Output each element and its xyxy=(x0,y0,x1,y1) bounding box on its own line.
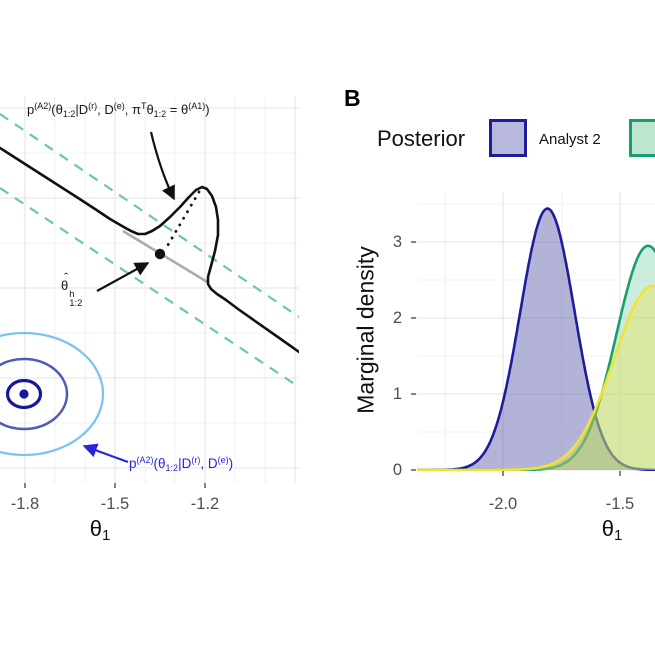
arrow-to-conditional-density xyxy=(149,131,175,201)
hat-superscript: h xyxy=(69,289,75,300)
panel-a-x-tick-label-1: -1.8 xyxy=(10,495,40,513)
panel-a-posterior-label: p(A2)(θ1:2|D(r), D(e)) xyxy=(129,455,234,473)
hat-subscript: 1:2 xyxy=(69,297,83,309)
hat-accent: ˆ xyxy=(64,270,69,285)
posterior-contour-ring xyxy=(0,357,69,431)
posterior-contour-ring xyxy=(5,378,43,410)
legend-title: Posterior xyxy=(377,126,466,151)
arrow-to-posterior-contours xyxy=(82,443,129,464)
panel-b-y-tick-1: 1 xyxy=(392,385,402,403)
panel-b-y-axis-title: Marginal density xyxy=(352,246,379,414)
legend-label-analyst-2: Analyst 2 xyxy=(539,131,601,148)
panel-a-x-tick-label-2: -1.5 xyxy=(100,495,130,513)
hat-estimate-point xyxy=(154,248,166,260)
posterior-contour-ring xyxy=(0,331,105,457)
panel-a-hat-estimate-label: ˆ θ h 1:2 xyxy=(61,270,83,309)
density-fill-yellow-series xyxy=(417,286,655,470)
panel-b-y-tick-3: 3 xyxy=(392,233,402,251)
density-fill-Analyst 2 xyxy=(417,208,655,470)
panel-a-x-axis-title: θ1 xyxy=(89,516,111,544)
legend-swatch-second xyxy=(629,119,655,157)
panel-b-plot-area xyxy=(417,192,655,471)
panel-b-x-tick-label-1: -2.0 xyxy=(488,495,518,513)
arrow-to-hat-point xyxy=(96,262,150,292)
panel-b-y-tick-0: 0 xyxy=(392,461,402,479)
panel-a-x-tick-label-3: -1.2 xyxy=(190,495,220,513)
panel-b-x-axis-title: θ1 xyxy=(601,516,623,544)
panel-a-conditional-density-label: p(A2)(θ1:2|D(r), D(e), πTθ1:2 = θ(A1)) xyxy=(27,101,210,119)
legend-swatch-analyst-2 xyxy=(489,119,527,157)
panel-b-label: B xyxy=(344,85,361,111)
panel-a-plot-area xyxy=(0,97,299,483)
panel-b-y-tick-2: 2 xyxy=(392,309,402,327)
posterior-contour-center xyxy=(19,389,29,399)
density-curve-yellow-series xyxy=(417,284,655,471)
panel-b-x-tick-label-2: -1.5 xyxy=(605,495,635,513)
